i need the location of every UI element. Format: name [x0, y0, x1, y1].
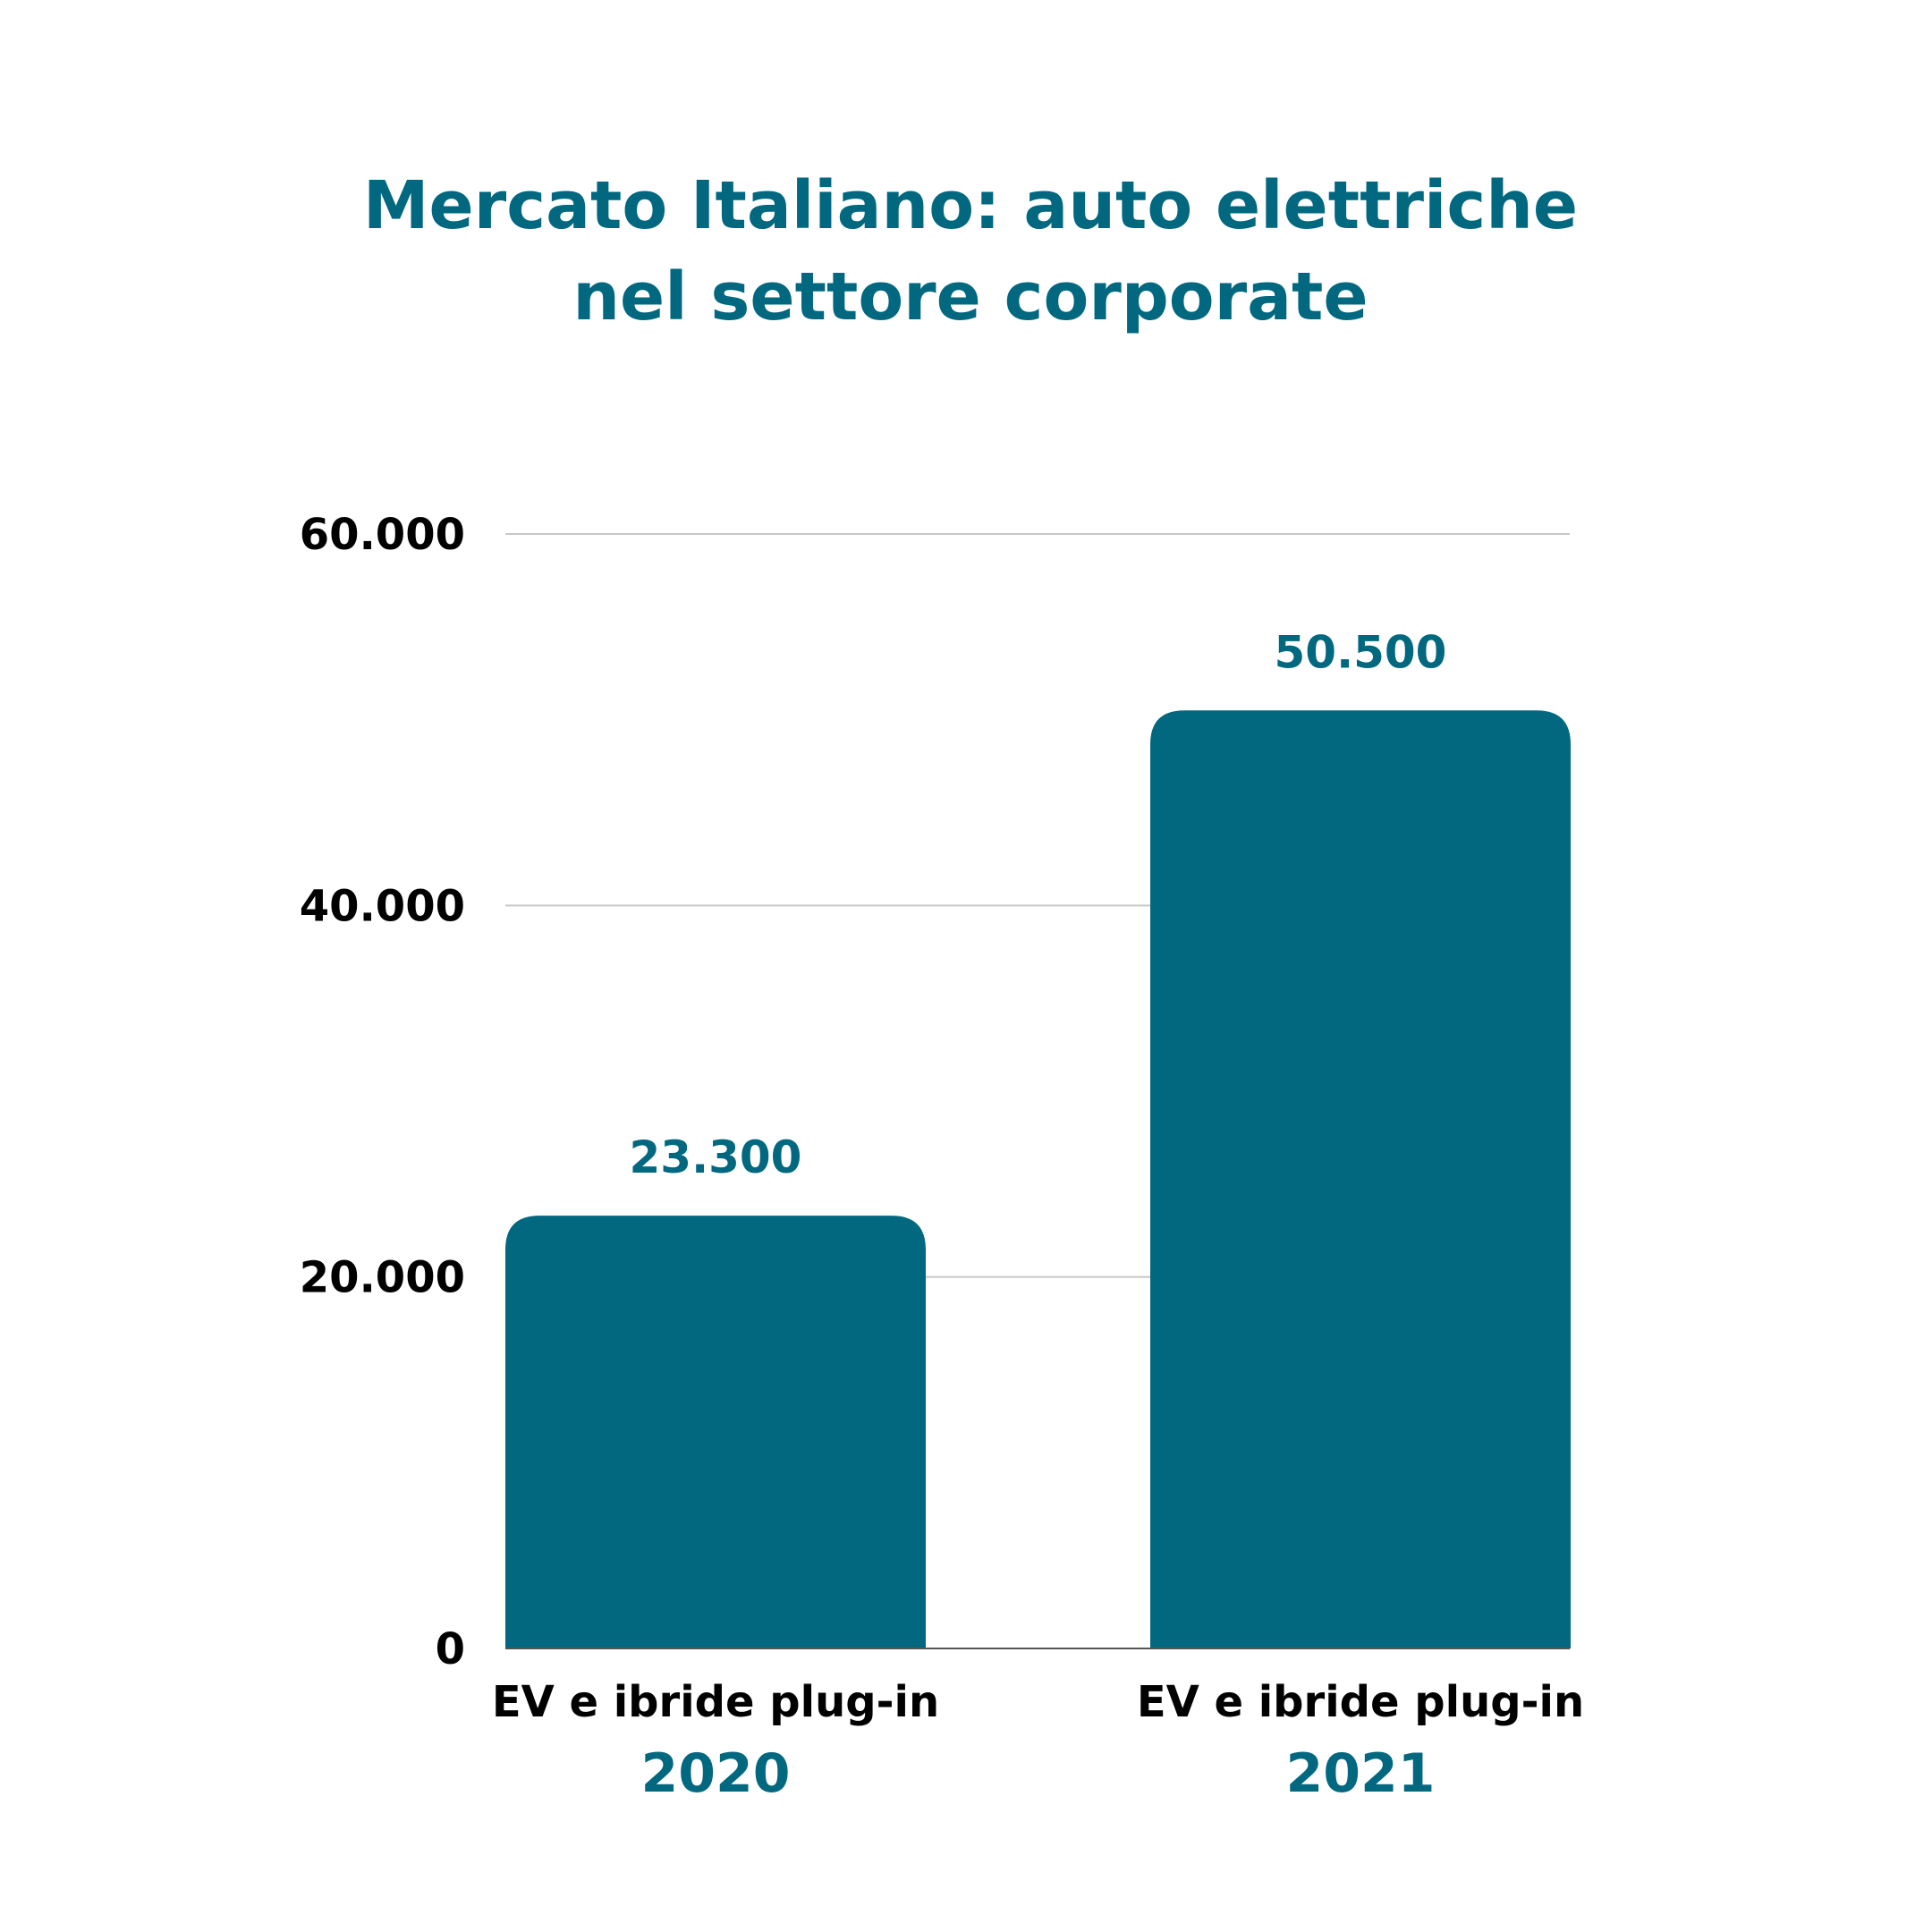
x-category-label: EV e ibride plug-in: [492, 1677, 939, 1727]
x-axis-category-labels: EV e ibride plug-in 2020 EV e ibride plug-…: [492, 1677, 1584, 1805]
y-tick-label: 20.000: [300, 1253, 465, 1303]
x-year-label: 2021: [1286, 1742, 1436, 1805]
x-category-label: EV e ibride plug-in: [1137, 1677, 1584, 1727]
bar-2021: [1150, 710, 1571, 1648]
bar-2020: [505, 1216, 926, 1648]
y-axis-tick-labels: 0 20.000 40.000 60.000: [300, 510, 465, 1674]
bars: [505, 710, 1571, 1648]
value-label-2020: 23.300: [630, 1131, 802, 1183]
y-tick-label: 60.000: [300, 510, 465, 560]
value-labels: 23.300 50.500: [630, 626, 1447, 1183]
chart-title-line-2: nel settore corporate: [572, 258, 1368, 335]
chart-title-line-1: Mercato Italiano: auto elettriche: [363, 167, 1578, 244]
y-tick-label: 0: [436, 1624, 465, 1674]
y-tick-label: 40.000: [300, 881, 465, 931]
x-year-label: 2020: [641, 1742, 791, 1805]
value-label-2021: 50.500: [1275, 626, 1447, 678]
chart-title: Mercato Italiano: auto elettriche nel se…: [363, 167, 1578, 335]
